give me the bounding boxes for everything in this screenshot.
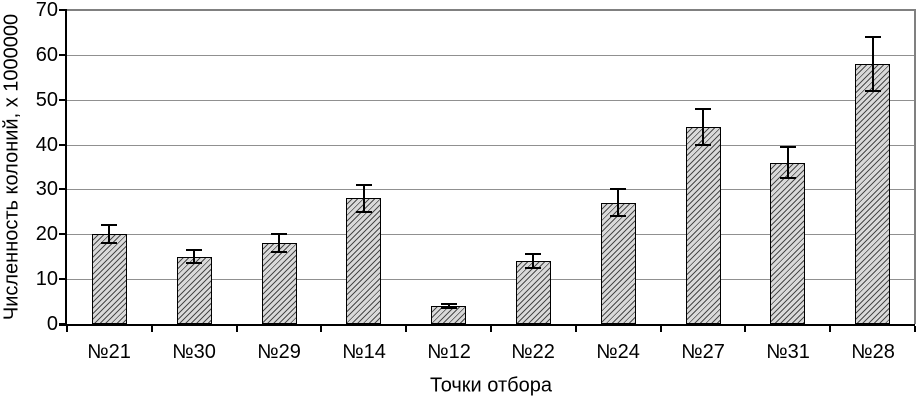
error-bar-line	[787, 147, 789, 178]
x-tick-mark	[236, 326, 238, 332]
y-tick-mark	[59, 233, 65, 235]
error-bar-cap-bottom	[101, 242, 117, 244]
bar	[516, 261, 551, 324]
error-bar-cap-bottom	[356, 211, 372, 213]
x-axis-title: Точки отбора	[430, 374, 552, 397]
y-tick-label: 0	[46, 313, 58, 335]
error-bar-cap-top	[441, 303, 457, 305]
y-tick-mark	[59, 278, 65, 280]
x-axis-line	[59, 324, 915, 326]
x-tick-mark	[151, 326, 153, 332]
gridline	[67, 234, 915, 235]
gridline	[67, 279, 915, 280]
bar	[346, 198, 381, 324]
gridline	[67, 145, 915, 146]
error-bar-cap-top	[271, 233, 287, 235]
gridline	[67, 55, 915, 56]
error-bar-cap-bottom	[271, 251, 287, 253]
gridline	[67, 100, 915, 101]
x-tick-mark	[744, 326, 746, 332]
error-bar-cap-top	[356, 184, 372, 186]
x-tick-label: №14	[342, 341, 386, 363]
error-bar-line	[872, 37, 874, 91]
bar	[686, 127, 721, 324]
error-bar-line	[532, 254, 534, 267]
x-tick-label: №31	[766, 341, 810, 363]
y-tick-label: 20	[35, 223, 58, 245]
y-tick-label: 60	[35, 44, 58, 66]
y-tick-mark	[59, 188, 65, 190]
x-tick-mark	[829, 326, 831, 332]
gridline	[67, 189, 915, 190]
error-bar-line	[278, 234, 280, 252]
y-tick-label: 50	[35, 89, 58, 111]
x-tick-mark	[320, 326, 322, 332]
bar	[92, 234, 127, 324]
error-bar-cap-bottom	[865, 90, 881, 92]
error-bar-line	[108, 225, 110, 243]
error-bar-cap-top	[865, 36, 881, 38]
error-bar-cap-bottom	[525, 267, 541, 269]
error-bar-cap-top	[610, 188, 626, 190]
plot-border-right	[914, 9, 916, 324]
bar	[770, 163, 805, 324]
y-tick-label: 30	[35, 178, 58, 200]
x-tick-mark	[914, 326, 916, 332]
error-bar-line	[702, 109, 704, 145]
error-bar-cap-bottom	[441, 307, 457, 309]
error-bar-cap-bottom	[610, 215, 626, 217]
x-tick-label: №21	[87, 341, 131, 363]
error-bar-cap-bottom	[186, 262, 202, 264]
x-tick-label: №28	[851, 341, 895, 363]
x-tick-label: №29	[257, 341, 301, 363]
x-tick-mark	[575, 326, 577, 332]
bar	[601, 203, 636, 324]
x-tick-label: №22	[511, 341, 555, 363]
y-tick-label: 40	[35, 134, 58, 156]
error-bar-cap-bottom	[780, 177, 796, 179]
x-tick-mark	[490, 326, 492, 332]
y-tick-mark	[59, 144, 65, 146]
error-bar-cap-top	[101, 224, 117, 226]
bar	[177, 257, 212, 324]
x-tick-mark	[660, 326, 662, 332]
error-bar-cap-top	[780, 146, 796, 148]
y-axis-line	[65, 9, 67, 326]
error-bar-line	[363, 185, 365, 212]
x-tick-label: №27	[681, 341, 725, 363]
error-bar-cap-top	[525, 253, 541, 255]
bar	[855, 64, 890, 324]
y-tick-mark	[59, 54, 65, 56]
y-tick-mark	[59, 99, 65, 101]
error-bar-line	[448, 304, 450, 308]
y-tick-label: 10	[35, 268, 58, 290]
y-tick-mark	[59, 9, 65, 11]
bar	[262, 243, 297, 324]
plot-border-top	[67, 9, 916, 11]
x-tick-mark	[405, 326, 407, 332]
x-tick-label: №30	[172, 341, 216, 363]
x-tick-mark	[66, 326, 68, 332]
x-tick-label: №24	[596, 341, 640, 363]
error-bar-line	[193, 250, 195, 263]
y-tick-label: 70	[35, 0, 58, 21]
x-tick-label: №12	[427, 341, 471, 363]
error-bar-line	[617, 189, 619, 216]
error-bar-cap-bottom	[695, 144, 711, 146]
error-bar-cap-top	[186, 249, 202, 251]
error-bar-cap-top	[695, 108, 711, 110]
